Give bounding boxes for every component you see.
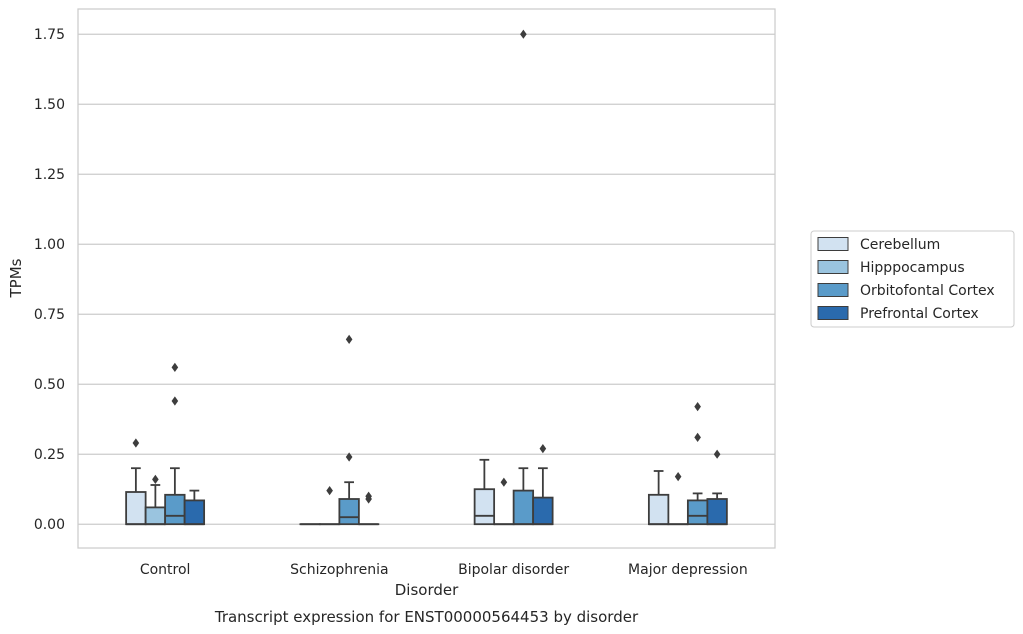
outlier-point <box>152 474 159 484</box>
box-body <box>706 498 728 526</box>
outlier-point <box>132 438 140 448</box>
box-groups <box>125 29 728 526</box>
x-axis-title: Disorder <box>395 581 459 599</box>
legend-swatch <box>817 237 849 251</box>
outlier-point <box>520 29 527 39</box>
plot-area-frame <box>77 8 776 549</box>
outlier-point <box>171 396 179 406</box>
legend: Cerebellum Hipppocampus Orbitofontal Corte… <box>810 230 1015 328</box>
x-tick-labels: Control Schizophrenia Bipolar disorder Majo… <box>140 562 748 578</box>
box-group <box>473 458 496 526</box>
box-body <box>338 498 360 526</box>
box-body <box>473 488 496 526</box>
y-axis-title: TPMs <box>7 258 25 298</box>
outlier-point <box>674 472 682 482</box>
box-body <box>144 506 167 526</box>
legend-label: Hipppocampus <box>860 260 965 276</box>
outlier-point <box>694 432 701 442</box>
box-group <box>512 29 535 526</box>
box-body <box>164 493 186 526</box>
box-group <box>357 491 380 526</box>
legend-label: Orbitofontal Cortex <box>860 283 995 299</box>
box-body <box>686 499 709 526</box>
outlier-point <box>694 402 701 412</box>
x-tick-label: Control <box>140 562 191 578</box>
legend-swatch <box>817 306 849 320</box>
legend-swatch <box>817 283 849 297</box>
y-tick-label: 1.75 <box>34 27 65 43</box>
box-group <box>532 444 554 526</box>
legend-label: Prefrontal Cortex <box>860 306 979 322</box>
y-tick-label: 1.50 <box>34 97 65 113</box>
y-gridlines <box>78 33 775 525</box>
y-tick-label: 0.25 <box>34 447 65 463</box>
x-tick-label: Bipolar disorder <box>458 562 569 578</box>
box-body <box>183 499 206 526</box>
x-tick-label: Schizophrenia <box>290 562 388 578</box>
box-group <box>686 402 709 526</box>
outlier-point <box>345 334 353 344</box>
outlier-point <box>326 486 333 496</box>
outlier-point <box>539 444 547 454</box>
box-body <box>125 491 147 526</box>
box-group <box>318 486 341 526</box>
box-group <box>125 438 147 526</box>
legend-label: Cerebellum <box>860 237 940 253</box>
box-group <box>706 449 728 526</box>
y-tick-label: 1.25 <box>34 167 65 183</box>
outlier-point <box>365 491 372 501</box>
x-tick-label: Major depression <box>628 562 748 578</box>
outlier-point <box>171 362 179 372</box>
box-body <box>647 493 670 526</box>
y-tick-label: 0.00 <box>34 517 65 533</box>
box-group <box>164 362 186 526</box>
y-tick-label: 0.75 <box>34 307 65 323</box>
box-group <box>144 474 167 526</box>
outlier-point <box>500 477 508 487</box>
box-group <box>338 334 360 526</box>
y-tick-label: 0.50 <box>34 377 65 393</box>
box-group <box>183 489 206 526</box>
box-group <box>493 477 515 526</box>
outlier-point <box>713 449 721 459</box>
outlier-point <box>345 452 353 462</box>
box-group <box>667 472 689 526</box>
legend-frame <box>810 230 1015 328</box>
y-tick-labels: 0.00 0.25 0.50 0.75 1.00 1.25 1.50 1.75 <box>34 27 65 533</box>
legend-swatch <box>817 260 849 274</box>
box-body <box>532 496 554 526</box>
y-tick-label: 1.00 <box>34 237 65 253</box>
chart-caption: Transcript expression for ENST0000056445… <box>214 608 639 626</box>
box-group <box>647 470 670 526</box>
box-body <box>512 489 535 526</box>
